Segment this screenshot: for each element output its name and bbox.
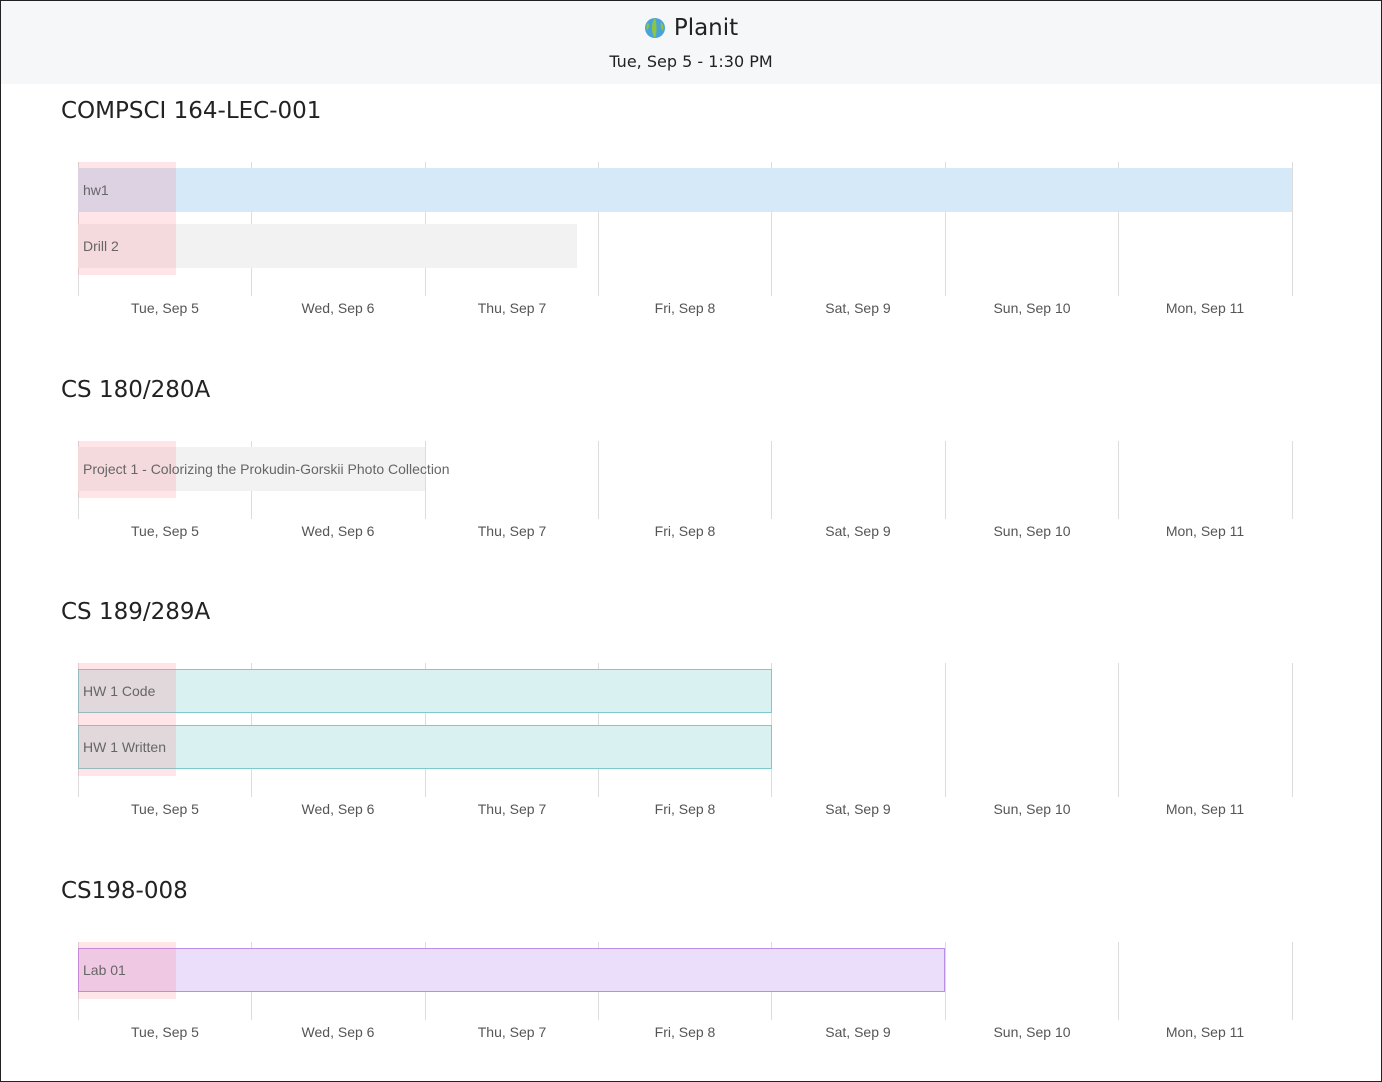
day-gridline: [1118, 441, 1119, 519]
app-header: Planit Tue, Sep 5 - 1:30 PM: [1, 1, 1381, 84]
day-gridline: [1118, 663, 1119, 797]
task-label: Project 1 - Colorizing the Prokudin-Gors…: [83, 461, 450, 477]
globe-icon: [644, 18, 665, 38]
task-label: Drill 2: [83, 238, 119, 254]
task-label: HW 1 Written: [83, 739, 166, 755]
task-bar[interactable]: Drill 2: [78, 224, 578, 268]
task-label: Lab 01: [83, 962, 126, 978]
day-gridline: [425, 441, 426, 519]
app-title: Planit: [673, 15, 739, 41]
day-gridline: [945, 441, 946, 519]
course-title: CS198-008: [61, 878, 188, 904]
day-gridline: [1292, 663, 1293, 797]
task-bar[interactable]: Lab 01: [78, 948, 945, 992]
day-gridline: [771, 441, 772, 519]
day-label: Sun, Sep 10: [993, 523, 1071, 539]
day-label: Fri, Sep 8: [654, 300, 716, 316]
day-label: Sun, Sep 10: [993, 1024, 1071, 1040]
day-gridline: [598, 441, 599, 519]
today-marker: [78, 162, 176, 275]
course-title: CS 189/289A: [61, 599, 211, 625]
day-label: Fri, Sep 8: [654, 523, 716, 539]
course-title: COMPSCI 164-LEC-001: [61, 98, 322, 124]
day-label: Tue, Sep 5: [131, 801, 199, 817]
day-gridline: [1292, 441, 1293, 519]
task-bar[interactable]: HW 1 Written: [78, 725, 772, 769]
course-timeline: Project 1 - Colorizing the Prokudin-Gors…: [1, 441, 1381, 549]
current-datetime: Tue, Sep 5 - 1:30 PM: [609, 52, 773, 71]
day-label: Sat, Sep 9: [825, 523, 891, 539]
day-gridline: [1118, 162, 1119, 296]
day-label: Sun, Sep 10: [993, 801, 1071, 817]
course-timeline: Lab 01 Tue, Sep 5 Wed, Sep 6 Thu, Sep 7 Fri,…: [1, 942, 1381, 1050]
today-marker: [78, 441, 176, 498]
day-gridline: [945, 942, 946, 1020]
day-label: Tue, Sep 5: [131, 1024, 199, 1040]
day-label: Wed, Sep 6: [301, 801, 375, 817]
task-label: hw1: [83, 182, 109, 198]
day-label: Wed, Sep 6: [301, 300, 375, 316]
day-gridline: [598, 162, 599, 296]
day-label: Sun, Sep 10: [993, 300, 1071, 316]
day-label: Mon, Sep 11: [1165, 801, 1245, 817]
course-timeline: hw1 Drill 2 Tue, Sep 5 Wed, Sep 6 Thu, Sep 7…: [1, 162, 1381, 326]
day-label: Wed, Sep 6: [301, 523, 375, 539]
day-gridline: [1118, 942, 1119, 1020]
day-gridline: [1292, 162, 1293, 296]
day-gridline: [945, 162, 946, 296]
day-label: Thu, Sep 7: [477, 801, 547, 817]
day-label: Sat, Sep 9: [825, 1024, 891, 1040]
today-marker: [78, 942, 176, 999]
day-label: Thu, Sep 7: [477, 523, 547, 539]
day-label: Fri, Sep 8: [654, 1024, 716, 1040]
day-label: Mon, Sep 11: [1165, 523, 1245, 539]
brand[interactable]: Planit: [1, 15, 1381, 41]
day-label: Fri, Sep 8: [654, 801, 716, 817]
task-bar[interactable]: hw1: [78, 168, 1292, 212]
day-gridline: [771, 162, 772, 296]
day-label: Thu, Sep 7: [477, 1024, 547, 1040]
day-label: Wed, Sep 6: [301, 1024, 375, 1040]
day-label: Sat, Sep 9: [825, 801, 891, 817]
day-label: Sat, Sep 9: [825, 300, 891, 316]
day-label: Mon, Sep 11: [1165, 300, 1245, 316]
day-gridline: [945, 663, 946, 797]
day-label: Tue, Sep 5: [131, 300, 199, 316]
task-bar[interactable]: HW 1 Code: [78, 669, 772, 713]
day-gridline: [1292, 942, 1293, 1020]
day-label: Mon, Sep 11: [1165, 1024, 1245, 1040]
day-label: Tue, Sep 5: [131, 523, 199, 539]
course-timeline: HW 1 Code HW 1 Written Tue, Sep 5 Wed, Sep …: [1, 663, 1381, 827]
task-bar[interactable]: Project 1 - Colorizing the Prokudin-Gors…: [78, 447, 450, 491]
today-marker: [78, 663, 176, 776]
day-label: Thu, Sep 7: [477, 300, 547, 316]
course-title: CS 180/280A: [61, 377, 211, 403]
task-label: HW 1 Code: [83, 683, 156, 699]
